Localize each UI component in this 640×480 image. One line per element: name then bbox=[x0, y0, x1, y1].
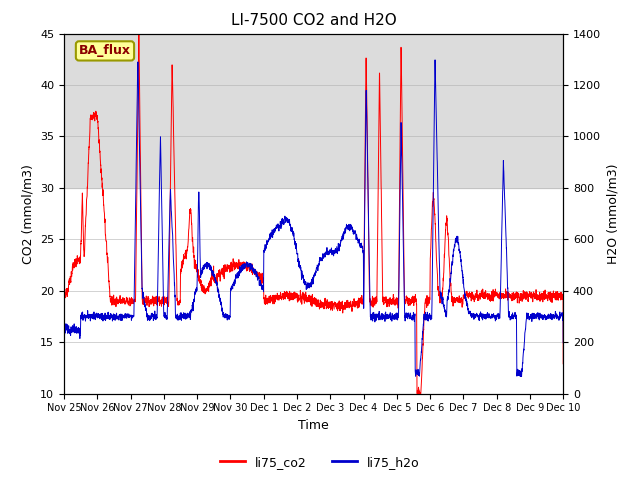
Bar bbox=[64, 34, 563, 188]
Legend: li75_co2, li75_h2o: li75_co2, li75_h2o bbox=[215, 451, 425, 474]
X-axis label: Time: Time bbox=[298, 419, 329, 432]
Title: LI-7500 CO2 and H2O: LI-7500 CO2 and H2O bbox=[231, 13, 396, 28]
Y-axis label: CO2 (mmol/m3): CO2 (mmol/m3) bbox=[22, 164, 35, 264]
Y-axis label: H2O (mmol/m3): H2O (mmol/m3) bbox=[607, 163, 620, 264]
Text: BA_flux: BA_flux bbox=[79, 44, 131, 58]
